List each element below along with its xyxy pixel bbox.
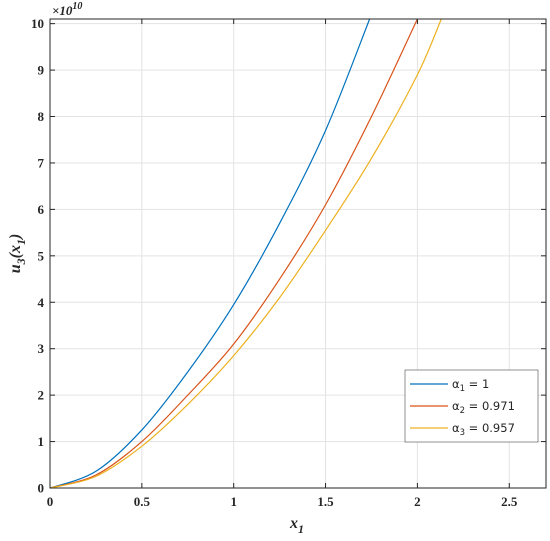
x-axis-ticks: 0 0.5 1 1.5 2 2.5 [47,19,518,509]
y-axis-label-paren-close: ) [7,234,24,241]
y-multiplier-base: ×10 [52,3,73,18]
y-axis-label-sub: 3 [14,258,28,265]
x-tick-label: 0.5 [134,494,151,509]
x-axis-label-sub: 1 [298,522,304,536]
x-tick-label: 0 [47,494,54,509]
legend: α1 = 1 α2 = 0.971 α3 = 0.957 [404,369,539,443]
legend-label-3: α3 = 0.957 [452,421,515,438]
y-axis-label: u3(x1) [7,234,28,274]
y-tick-label: 2 [38,388,45,403]
x-tick-label: 2.5 [501,494,518,509]
y-tick-label: 0 [38,481,45,496]
y-axis-label-paren: (x [7,245,24,258]
x-tick-label: 1.5 [317,494,334,509]
x-axis-label: x1 [289,515,304,536]
legend-label-2: α2 = 0.971 [452,399,515,416]
y-axis-label-main: u [7,264,24,273]
series-line-3 [49,18,442,489]
x-tick-label: 1 [230,494,237,509]
series-line-1 [49,18,371,489]
series-line-2 [49,18,418,489]
grid-lines [49,19,546,489]
y-tick-label: 3 [38,341,45,356]
y-tick-label: 6 [38,202,45,217]
x-tick-label: 2 [414,494,421,509]
x-axis-label-main: x [289,515,298,532]
y-axis-label-paren-sub: 1 [14,239,28,245]
y-tick-label: 8 [38,109,45,124]
y-axis-multiplier: ×1010 [52,1,82,18]
plot-area-border [49,18,547,489]
legend-label-1: α1 = 1 [452,377,489,394]
y-multiplier-exponent: 10 [72,1,82,12]
y-tick-label: 4 [38,295,45,310]
y-tick-label: 7 [38,155,45,170]
legend-items: α1 = 1 α2 = 0.971 α3 = 0.957 [410,377,515,438]
y-tick-label: 10 [31,16,44,31]
series-layer [49,18,442,489]
y-tick-label: 5 [38,248,45,263]
y-axis-ticks: 0 1 2 3 4 5 6 7 8 9 10 [31,16,546,496]
y-tick-label: 9 [38,63,45,78]
y-tick-label: 1 [38,434,45,449]
